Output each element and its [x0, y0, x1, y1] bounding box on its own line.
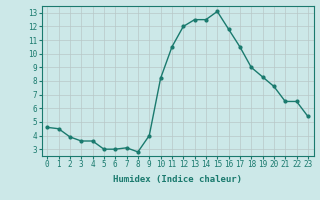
X-axis label: Humidex (Indice chaleur): Humidex (Indice chaleur) [113, 175, 242, 184]
